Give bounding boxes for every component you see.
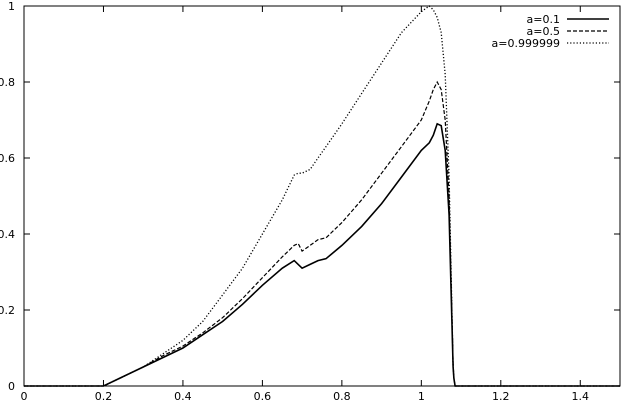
y-axis-ticks: 0 0.2 0.4 0.6 0.8 1: [0, 0, 620, 393]
axes-frame: [23, 5, 621, 387]
legend-label: a=0.999999: [492, 37, 560, 50]
y-tick-label: 0.8: [0, 76, 15, 89]
legend-label: a=0.5: [527, 25, 560, 38]
x-tick-label: 0.8: [333, 390, 351, 403]
x-tick-label: 0: [21, 390, 28, 403]
legend: a=0.1a=0.5a=0.999999: [492, 13, 609, 50]
x-tick-label: 0.6: [254, 390, 272, 403]
x-tick-label: 1: [418, 390, 425, 403]
series-layer: [24, 5, 620, 387]
series-line-3: [24, 5, 620, 387]
y-tick-label: 0.6: [0, 152, 15, 165]
x-axis-ticks: 0 0.2 0.4 0.6 0.8 1 1.2 1.4: [21, 6, 590, 403]
y-tick-label: 0.4: [0, 228, 15, 241]
x-tick-label: 1.4: [572, 390, 590, 403]
x-tick-label: 1.2: [492, 390, 510, 403]
series-line-1: [24, 122, 620, 387]
y-tick-label: 0: [8, 380, 15, 393]
y-tick-label: 0.2: [0, 304, 15, 317]
legend-label: a=0.1: [527, 13, 560, 26]
plot-border: [23, 5, 621, 387]
x-tick-label: 0.2: [95, 390, 113, 403]
x-tick-label: 0.4: [174, 390, 192, 403]
series-line-2: [24, 80, 620, 387]
y-tick-label: 1: [8, 0, 15, 13]
